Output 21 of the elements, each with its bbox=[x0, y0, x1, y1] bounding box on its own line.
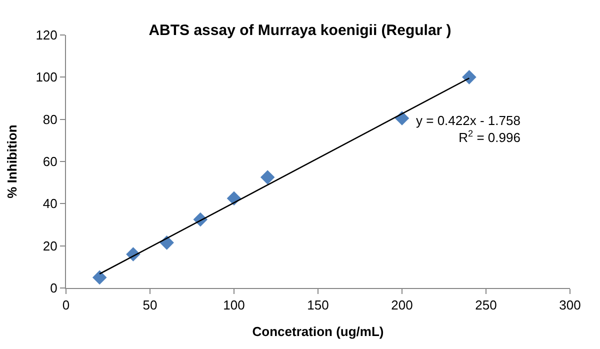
y-tick-label: 80 bbox=[42, 112, 58, 127]
x-tick-label: 300 bbox=[559, 298, 581, 313]
y-tick-label: 20 bbox=[42, 238, 58, 254]
x-tick-label: 100 bbox=[223, 298, 245, 313]
x-tick-label: 0 bbox=[62, 298, 70, 313]
chart-title: ABTS assay of Murraya koenigii (Regular ) bbox=[148, 22, 452, 39]
x-tick-label: 50 bbox=[142, 298, 158, 313]
y-tick-label: 40 bbox=[42, 196, 58, 212]
y-tick-label: 60 bbox=[42, 154, 58, 170]
point bbox=[462, 70, 476, 84]
x-tick-label: 250 bbox=[475, 298, 497, 313]
x-axis-title: Concetration (ug/mL) bbox=[252, 324, 384, 340]
annotation: y = 0.422x - 1.758 R$^{2}$ = 0.996 bbox=[416, 113, 520, 145]
point bbox=[260, 170, 275, 184]
point bbox=[92, 270, 107, 285]
y-tick-label: 100 bbox=[36, 70, 58, 85]
x-tick-label: 200 bbox=[391, 298, 413, 313]
x-tick-label: 150 bbox=[307, 298, 329, 313]
y-tick-label: 0 bbox=[50, 280, 58, 296]
y-tick-label: 120 bbox=[36, 28, 58, 43]
y-axis-title: % Inhibition bbox=[4, 124, 20, 198]
